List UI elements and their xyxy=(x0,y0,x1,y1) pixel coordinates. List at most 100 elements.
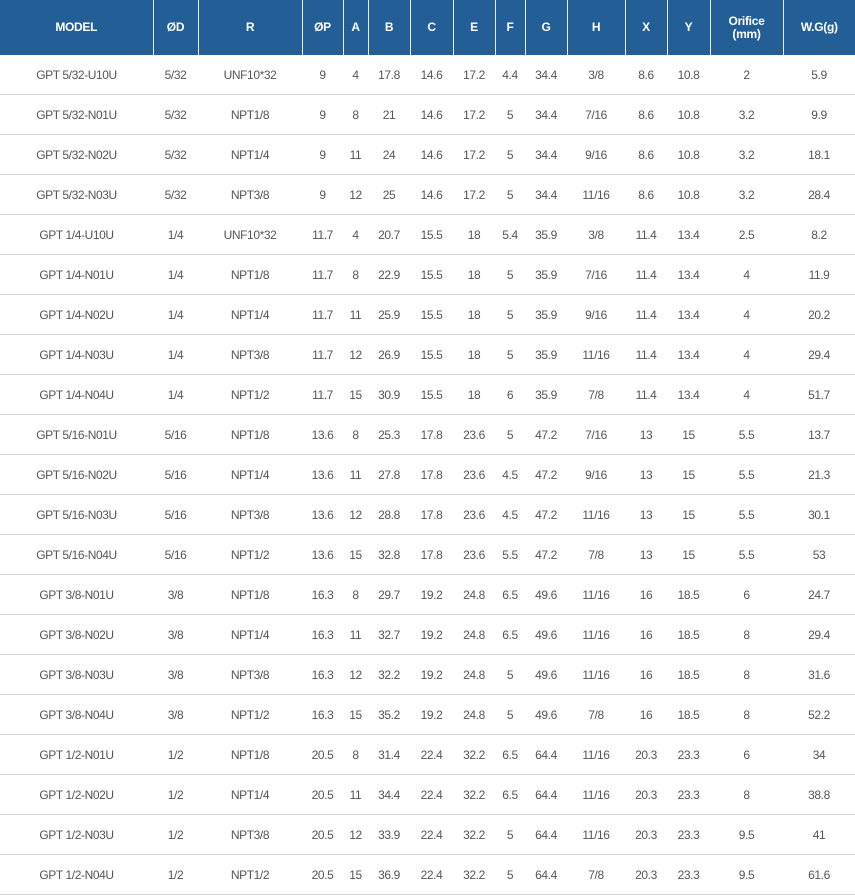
table-cell: NPT1/8 xyxy=(198,94,302,135)
table-cell: 1/4 xyxy=(153,254,198,295)
table-cell: 23.6 xyxy=(453,534,495,575)
table-row: GPT 5/16-N02U 5/16 NPT1/4 13.6 11 27.8 17.8 23.… xyxy=(0,454,855,495)
table-cell: NPT1/8 xyxy=(198,734,302,775)
table-cell: 26.9 xyxy=(368,334,410,375)
table-cell: 15.5 xyxy=(410,254,453,295)
table-cell: 1/4 xyxy=(153,374,198,415)
table-cell: 16.3 xyxy=(302,614,343,655)
table-cell: 18 xyxy=(453,294,495,335)
table-cell: 29.4 xyxy=(783,614,855,655)
table-cell: 18.5 xyxy=(667,614,710,655)
table-cell: 17.2 xyxy=(453,94,495,135)
table-cell: 11/16 xyxy=(567,654,625,695)
table-cell: 8 xyxy=(343,734,368,775)
table-cell: 5/32 xyxy=(153,134,198,175)
column-header: F xyxy=(494,0,525,55)
table-cell: 5/16 xyxy=(153,494,198,535)
table-row: GPT 1/2-N01U 1/2 NPT1/8 20.5 8 31.4 22.4 32.2 6.… xyxy=(0,734,855,775)
table-cell: 5 xyxy=(495,94,525,135)
table-cell: 6 xyxy=(710,574,783,615)
table-cell: 9/16 xyxy=(567,454,625,495)
table-cell: 18.5 xyxy=(667,694,710,735)
table-cell: 30.9 xyxy=(368,374,410,415)
table-cell: 17.8 xyxy=(410,534,453,575)
table-cell: 6.5 xyxy=(495,734,525,775)
table-cell: NPT1/4 xyxy=(198,614,302,655)
table-cell: 35.9 xyxy=(525,294,567,335)
table-cell: 20.5 xyxy=(302,774,343,815)
model-cell: GPT 5/16-N01U xyxy=(0,414,153,455)
table-cell: 5 xyxy=(495,694,525,735)
table-cell: 16.3 xyxy=(302,654,343,695)
table-cell: 32.2 xyxy=(453,774,495,815)
table-cell: 5 xyxy=(495,414,525,455)
table-cell: 8.6 xyxy=(625,94,667,135)
table-cell: 8 xyxy=(343,94,368,135)
model-cell: GPT 1/4-N02U xyxy=(0,294,153,335)
table-cell: 16.3 xyxy=(302,574,343,615)
table-cell: 7/8 xyxy=(567,694,625,735)
table-cell: 24.8 xyxy=(453,654,495,695)
table-cell: 23.6 xyxy=(453,454,495,495)
table-cell: 49.6 xyxy=(525,614,567,655)
table-cell: 20.3 xyxy=(625,774,667,815)
table-cell: 5.4 xyxy=(495,214,525,255)
model-cell: GPT 5/16-N02U xyxy=(0,454,153,495)
table-cell: 3.2 xyxy=(710,174,783,215)
table-cell: 5 xyxy=(495,854,525,895)
table-cell: 20.5 xyxy=(302,854,343,895)
table-cell: 23.3 xyxy=(667,734,710,775)
table-cell: 17.8 xyxy=(368,55,410,95)
table-cell: 7/16 xyxy=(567,254,625,295)
table-cell: NPT3/8 xyxy=(198,814,302,855)
table-cell: 12 xyxy=(343,174,368,215)
table-cell: 1/2 xyxy=(153,774,198,815)
table-cell: 31.4 xyxy=(368,734,410,775)
table-cell: 28.4 xyxy=(783,174,855,215)
table-cell: 9.9 xyxy=(783,94,855,135)
table-cell: 23.6 xyxy=(453,494,495,535)
column-header: W.G(g) xyxy=(782,0,855,55)
table-cell: 1/2 xyxy=(153,734,198,775)
table-cell: 21.3 xyxy=(783,454,855,495)
table-cell: 34.4 xyxy=(525,94,567,135)
table-cell: 12 xyxy=(343,654,368,695)
table-row: GPT 1/4-N04U 1/4 NPT1/2 11.7 15 30.9 15.5 18 6 35… xyxy=(0,374,855,415)
column-header: H xyxy=(566,0,625,55)
table-cell: 20.2 xyxy=(783,294,855,335)
table-cell: 15 xyxy=(667,534,710,575)
table-cell: 11/16 xyxy=(567,614,625,655)
table-cell: 9.5 xyxy=(710,814,783,855)
table-row: GPT 1/4-U10U 1/4 UNF10*32 11.7 4 20.7 15.5 18 5.… xyxy=(0,214,855,255)
table-cell: 23.6 xyxy=(453,414,495,455)
table-cell: 5.9 xyxy=(783,55,855,95)
table-cell: 9/16 xyxy=(567,134,625,175)
table-cell: NPT3/8 xyxy=(198,334,302,375)
table-cell: 13 xyxy=(625,414,667,455)
table-cell: 16.3 xyxy=(302,694,343,735)
table-cell: 34.4 xyxy=(368,774,410,815)
table-cell: 18 xyxy=(453,334,495,375)
table-cell: 11 xyxy=(343,294,368,335)
table-cell: 14.6 xyxy=(410,134,453,175)
table-cell: 24.8 xyxy=(453,694,495,735)
table-cell: 4 xyxy=(710,294,783,335)
table-cell: 20.3 xyxy=(625,814,667,855)
table-cell: 12 xyxy=(343,494,368,535)
table-cell: 7/16 xyxy=(567,94,625,135)
model-cell: GPT 5/16-N03U xyxy=(0,494,153,535)
table-cell: 13.4 xyxy=(667,254,710,295)
table-cell: 8 xyxy=(710,694,783,735)
table-cell: 16 xyxy=(625,694,667,735)
table-cell: NPT1/2 xyxy=(198,854,302,895)
model-cell: GPT 1/4-N01U xyxy=(0,254,153,295)
table-cell: 19.2 xyxy=(410,614,453,655)
column-header: X xyxy=(624,0,667,55)
table-cell: 17.2 xyxy=(453,55,495,95)
table-cell: 19.2 xyxy=(410,694,453,735)
table-cell: 15 xyxy=(343,374,368,415)
table-cell: 10.8 xyxy=(667,94,710,135)
table-cell: 4 xyxy=(343,214,368,255)
table-cell: 53 xyxy=(783,534,855,575)
table-cell: 6 xyxy=(710,734,783,775)
